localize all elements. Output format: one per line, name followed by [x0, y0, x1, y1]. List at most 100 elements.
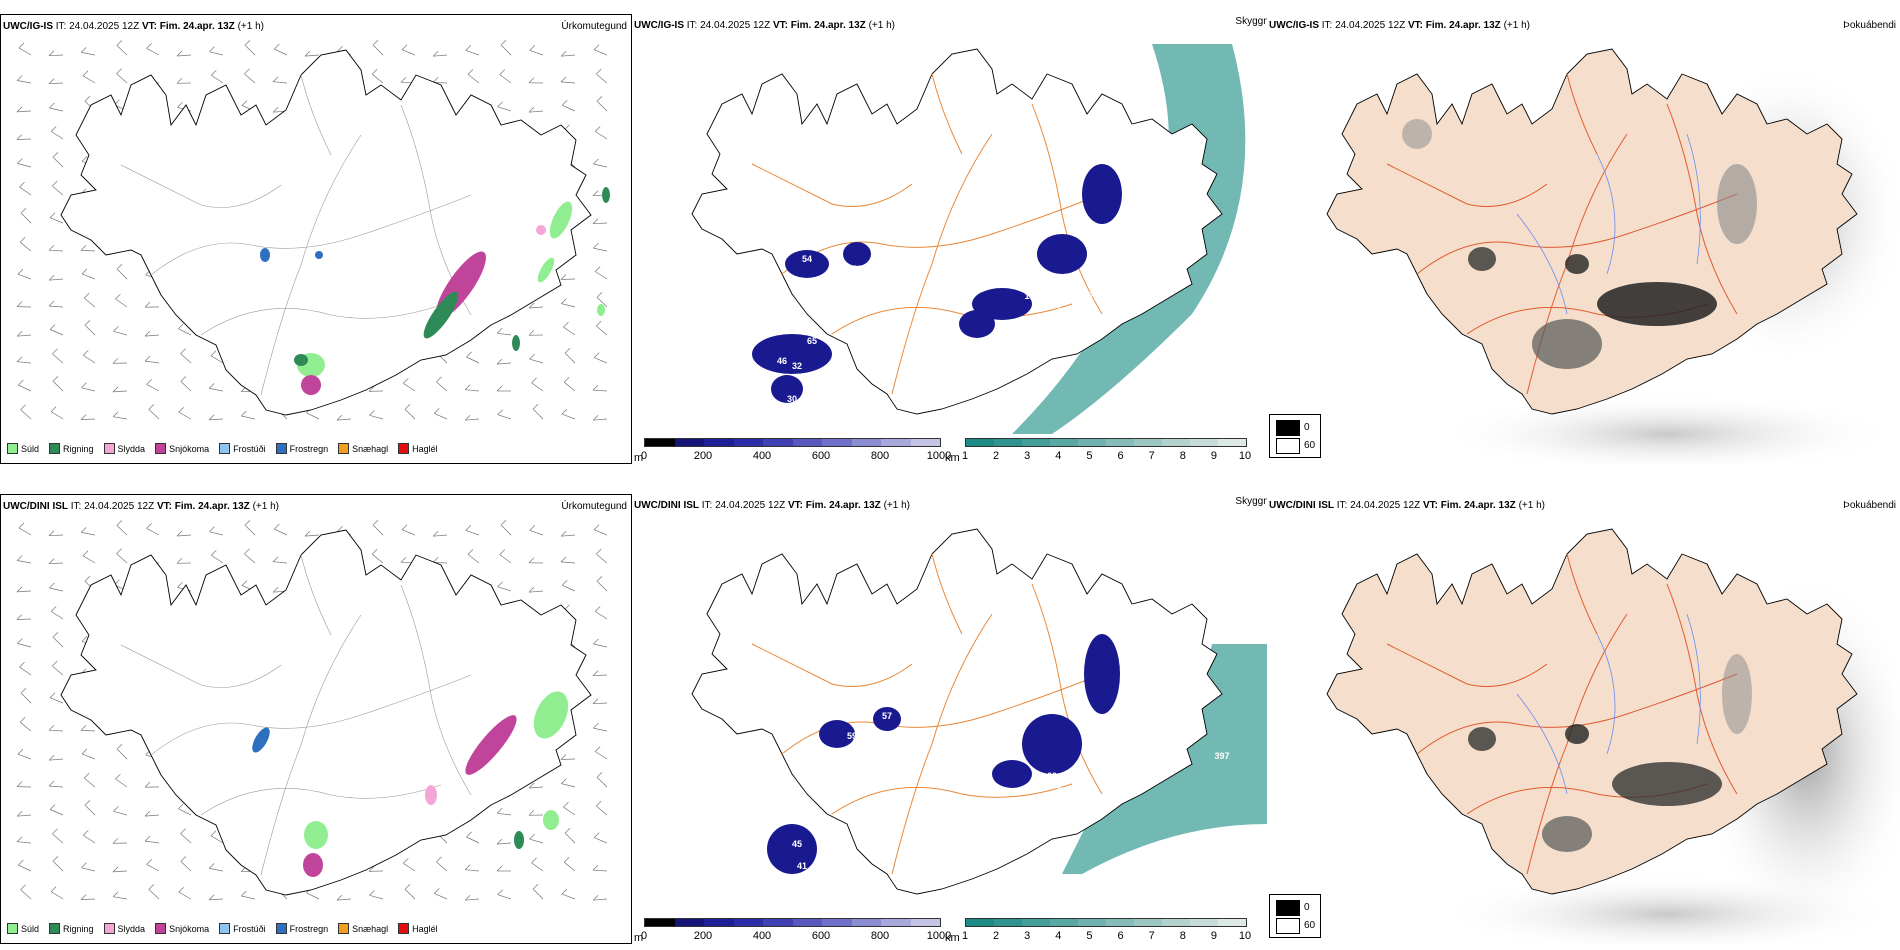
- cloud-value-label: 46: [777, 356, 787, 366]
- cloud-ticks: 0 200 400 600 800 1000: [641, 450, 951, 464]
- legend-label: Slydda: [117, 443, 146, 454]
- cloud-areas: [767, 634, 1120, 874]
- legend-label: Súld: [21, 923, 40, 934]
- roads: [120, 74, 472, 396]
- precip-areas: [252, 691, 569, 877]
- colorbar-tick: 1000: [926, 450, 952, 462]
- cloud-strip: [644, 918, 941, 927]
- fog-swatch-0: [1276, 900, 1300, 916]
- cloud-value-label: 48: [1172, 241, 1182, 251]
- colorbar-tick: 600: [811, 930, 831, 942]
- vis-ticks: 1 2 3 4 5 6 7 8 9 10: [962, 930, 1251, 944]
- legend-item: Snjókoma: [155, 443, 209, 454]
- cloud-value-label: 184: [1024, 291, 1039, 301]
- cloud-value-label: 58: [852, 264, 862, 274]
- precip-legend: Súld Rigning Slydda Snjókoma Frostúði Frostre…: [7, 923, 438, 934]
- legend-item: Rigning: [49, 923, 94, 934]
- cloud-value-label: 54: [802, 254, 812, 264]
- panel-title: Þokuábendi: [1843, 20, 1896, 31]
- legend-label: Frostúði: [233, 443, 266, 454]
- colorbar-tick: 10: [1238, 930, 1252, 942]
- cloud-value-label: 76: [1182, 671, 1192, 681]
- precip-legend: Súld Rigning Slydda Snjókoma Frostúði Frostre…: [7, 443, 438, 454]
- fog-swatch-1: [1276, 918, 1300, 934]
- panel-title: Úrkomutegund: [561, 21, 627, 32]
- roads: [751, 553, 1103, 875]
- colorbar-tick: 200: [693, 450, 713, 462]
- iceland-outline: [691, 48, 1223, 415]
- fog-swatch-0: [1276, 420, 1300, 436]
- cloud-value-label: 59: [847, 731, 857, 741]
- cloud-value-label: 62: [1057, 326, 1067, 336]
- cloud-base-panel-bottom: UWC/DINI ISL IT: 24.04.2025 12Z VT: Fim.…: [632, 494, 1267, 944]
- colorbar-tick: 3: [1024, 450, 1031, 462]
- colorbar-tick: 6: [1117, 450, 1124, 462]
- colorbar-tick: 5: [1086, 450, 1093, 462]
- fog-areas: [1402, 119, 1757, 369]
- panel-title: Skyggni: [1235, 16, 1267, 27]
- vis-ticks: 1 2 3 4 5 6 7 8 9 10: [961, 450, 1251, 464]
- rivers: [1516, 133, 1701, 315]
- colorbar-tick: 9: [1210, 930, 1217, 942]
- cloud-value-label: 70: [899, 731, 909, 741]
- legend-swatch: [7, 443, 18, 454]
- legend-swatch: [338, 923, 350, 934]
- cloud-value-label: 57: [882, 711, 892, 721]
- legend-label: Rigning: [63, 923, 94, 934]
- colorbar-tick: 400: [752, 450, 772, 462]
- colorbar-tick: 8: [1179, 930, 1186, 942]
- precip-type-panel-top: UWC/IG-IS IT: 24.04.2025 12Z VT: Fim. 24…: [0, 14, 632, 464]
- iceland-outline: [691, 528, 1223, 895]
- colorbar-tick: 4: [1055, 930, 1062, 942]
- fog-map: [1326, 48, 1900, 464]
- cloud-value-label: 32: [792, 361, 802, 371]
- cloud-value-label: 45: [792, 839, 802, 849]
- legend-label: Snjókoma: [169, 443, 210, 454]
- vis-strip: [965, 438, 1247, 447]
- panel-title: Úrkomutegund: [561, 501, 627, 512]
- cloud-value-label: 76: [1079, 781, 1089, 791]
- legend-label: Haglél: [412, 443, 438, 454]
- legend-swatch: [219, 923, 231, 934]
- panel-header: UWC/IG-IS IT: 24.04.2025 12Z VT: Fim. 24…: [3, 21, 264, 32]
- cloud-value-label: 59: [1147, 744, 1157, 754]
- legend-label: Frostregn: [289, 923, 329, 934]
- precip-map: [16, 39, 610, 421]
- cloud-base-colorbar: m 0 200 400 600 800 1000: [634, 918, 951, 944]
- cloud-ticks: 0 200 400 600 800 1000: [641, 930, 951, 944]
- colorbar-tick: 7: [1148, 930, 1155, 942]
- panel-header: UWC/IG-IS IT: 24.04.2025 12Z VT: Fim. 24…: [634, 20, 895, 31]
- legend-item: Snæhagl: [338, 443, 388, 454]
- cloud-value-label: 122: [1229, 261, 1244, 271]
- colorbar-tick: 4: [1055, 450, 1062, 462]
- precip-areas: [260, 187, 610, 395]
- legend-label: Súld: [21, 443, 40, 454]
- legend-swatch: [275, 443, 287, 454]
- cloud-value-label: 39: [1187, 181, 1197, 191]
- cloud-base-colorbar: m 0 200 400 600 800 1000: [634, 438, 951, 464]
- legend-item: Frostregn: [275, 923, 329, 934]
- panel-header: UWC/DINI ISL IT: 24.04.2025 12Z VT: Fim.…: [634, 500, 910, 511]
- colorbar-tick: 600: [811, 450, 831, 462]
- fog-legend: 0 60: [1269, 414, 1321, 458]
- fog-index-panel-top: UWC/IG-IS IT: 24.04.2025 12Z VT: Fim. 24…: [1267, 14, 1900, 464]
- fog-legend: 0 60: [1269, 894, 1321, 938]
- legend-item: Haglél: [398, 923, 438, 934]
- visibility-colorbar: km 1 2 3 4 5 6 7 8 9 10: [945, 918, 1265, 944]
- colorbar-tick: 3: [1024, 930, 1031, 942]
- roads: [751, 73, 1103, 395]
- rivers: [1516, 613, 1701, 795]
- legend-label: Slydda: [117, 923, 146, 934]
- panel-header: UWC/DINI ISL IT: 24.04.2025 12Z VT: Fim.…: [3, 501, 279, 512]
- colorbar-tick: 1: [961, 450, 969, 462]
- legend-label: Haglél: [412, 923, 438, 934]
- legend-item: Snjókoma: [155, 923, 209, 934]
- legend-label: Rigning: [63, 443, 94, 454]
- colorbar-tick: 400: [752, 930, 772, 942]
- precip-type-panel-bottom: UWC/DINI ISL IT: 24.04.2025 12Z VT: Fim.…: [0, 494, 632, 944]
- vis-strip: [965, 918, 1247, 927]
- colorbar-tick: 9: [1210, 450, 1217, 462]
- legend-item: Rigning: [49, 443, 94, 454]
